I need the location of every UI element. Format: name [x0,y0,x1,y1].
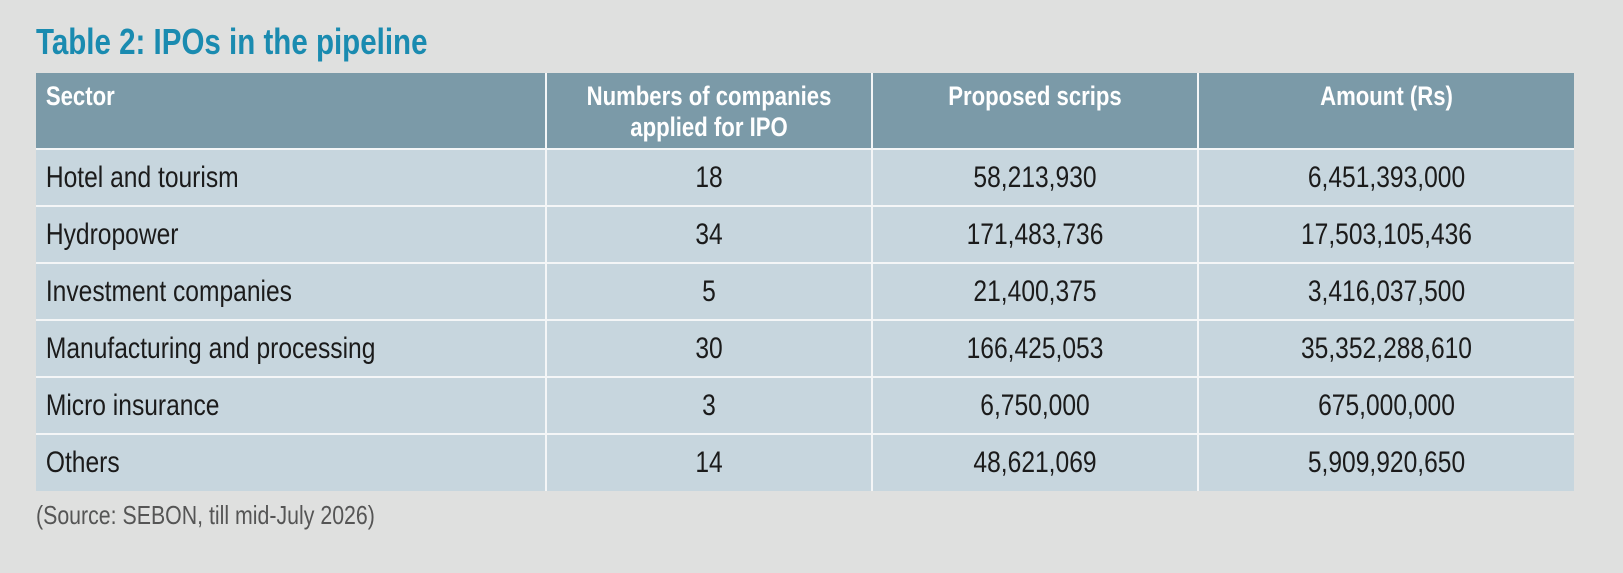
cell-companies-text: 14 [695,446,723,479]
table-row: Investment companies 5 21,400,375 3,416,… [36,262,1574,321]
cell-amount-text: 3,416,037,500 [1307,274,1466,308]
cell-sector-text: Hotel and tourism [45,160,239,194]
cell-amount: 675,000,000 [1197,376,1574,435]
table-row: Micro insurance 3 6,750,000 675,000,000 [36,376,1574,435]
cell-companies-text: 5 [702,274,716,308]
cell-companies: 14 [545,433,873,491]
header-amount-label: Amount (Rs) [1320,81,1453,111]
cell-scrips: 21,400,375 [871,262,1199,321]
header-number-of-companies-line-1: Numbers of companies [586,81,832,111]
cell-companies-text: 3 [702,388,716,422]
table-row: Hotel and tourism 18 58,213,930 6,451,39… [36,148,1574,207]
table-row: Others 14 48,621,069 5,909,920,650 [36,433,1574,491]
table-header-row: Sector Numbers of companies applied for … [36,73,1574,150]
cell-sector-text: Investment companies [45,274,292,308]
cell-scrips: 171,483,736 [871,205,1199,264]
cell-amount: 6,451,393,000 [1197,148,1574,207]
header-amount: Amount (Rs) [1197,73,1574,150]
header-number-of-companies: Numbers of companies applied for IPO [545,73,873,150]
table-row: Manufacturing and processing 30 166,425,… [36,319,1574,378]
cell-sector: Micro insurance [36,376,547,435]
header-proposed-scrips-label: Proposed scrips [948,81,1122,111]
cell-amount: 17,503,105,436 [1197,205,1574,264]
header-number-of-companies-line-2: applied for IPO [630,112,788,142]
cell-sector-text: Manufacturing and processing [45,331,376,365]
cell-companies-text: 34 [695,217,723,251]
table-title: Table 2: IPOs in the pipeline [36,21,428,62]
cell-amount: 35,352,288,610 [1197,319,1574,378]
cell-amount-text: 6,451,393,000 [1307,160,1466,194]
cell-companies: 5 [545,262,873,321]
cell-companies: 18 [545,148,873,207]
cell-sector: Manufacturing and processing [36,319,547,378]
header-proposed-scrips: Proposed scrips [871,73,1199,150]
cell-sector-text: Micro insurance [45,388,220,422]
cell-scrips-text: 58,213,930 [973,160,1097,194]
cell-companies: 30 [545,319,873,378]
cell-scrips-text: 21,400,375 [973,274,1097,308]
source-note: (Source: SEBON, till mid-July 2026) [36,500,375,530]
cell-scrips: 48,621,069 [871,433,1199,491]
cell-sector: Hotel and tourism [36,148,547,207]
cell-amount: 3,416,037,500 [1197,262,1574,321]
cell-companies: 3 [545,376,873,435]
cell-scrips: 166,425,053 [871,319,1199,378]
cell-amount-text: 17,503,105,436 [1300,217,1472,251]
cell-sector-text: Hydropower [45,217,179,251]
header-sector-label: Sector [45,81,115,111]
header-sector: Sector [36,73,547,150]
ipo-table: Sector Numbers of companies applied for … [36,73,1574,491]
cell-sector: Hydropower [36,205,547,264]
cell-scrips-text: 171,483,736 [966,217,1104,251]
cell-amount-text: 5,909,920,650 [1307,446,1466,479]
cell-scrips-text: 48,621,069 [973,446,1097,479]
cell-companies: 34 [545,205,873,264]
cell-companies-text: 30 [695,331,723,365]
cell-amount-text: 35,352,288,610 [1300,331,1472,365]
cell-sector: Investment companies [36,262,547,321]
cell-sector-text: Others [45,446,120,479]
cell-scrips: 58,213,930 [871,148,1199,207]
cell-sector: Others [36,433,547,491]
cell-scrips: 6,750,000 [871,376,1199,435]
cell-scrips-text: 6,750,000 [980,388,1090,422]
table-row: Hydropower 34 171,483,736 17,503,105,436 [36,205,1574,264]
cell-amount: 5,909,920,650 [1197,433,1574,491]
cell-scrips-text: 166,425,053 [966,331,1104,365]
cell-companies-text: 18 [695,160,723,194]
cell-amount-text: 675,000,000 [1318,388,1455,422]
